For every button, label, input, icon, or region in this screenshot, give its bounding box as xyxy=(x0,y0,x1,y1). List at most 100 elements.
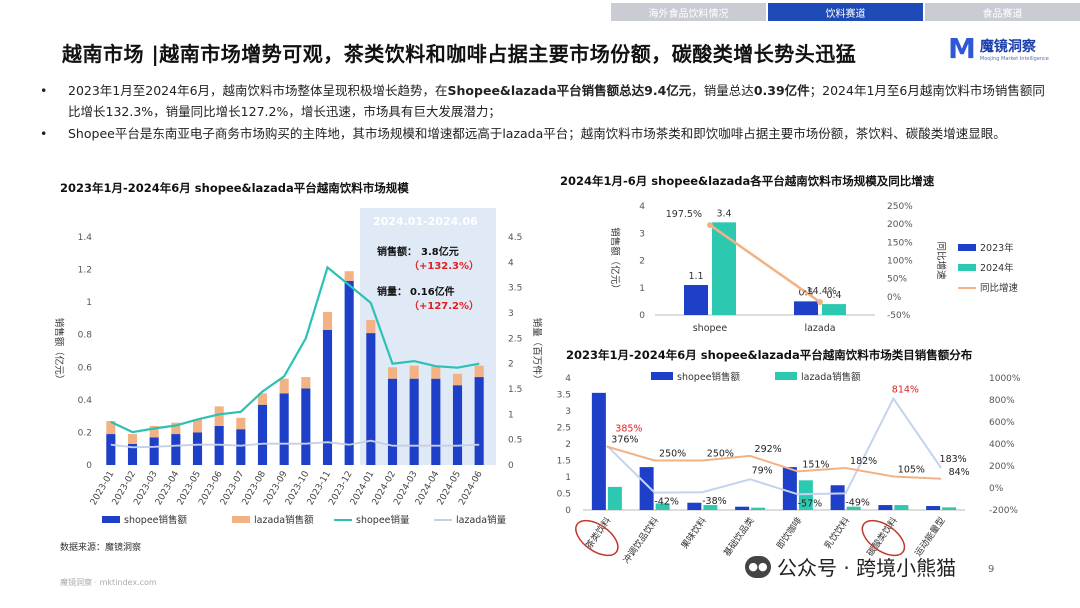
bar-2024 xyxy=(822,304,846,315)
y-tick-label: 4 xyxy=(639,202,645,212)
growth-label: 197.5% xyxy=(666,209,702,220)
bar-shopee-sales xyxy=(279,393,289,465)
bar-lazada-sales xyxy=(452,373,463,386)
wechat-icon: ●● xyxy=(745,555,771,578)
legend-label: lazada销量 xyxy=(456,514,507,526)
bar-value-label: 0.4 xyxy=(826,290,841,301)
bar-value-label: 1.1 xyxy=(688,271,703,282)
lazada-growth-label: -38% xyxy=(702,496,727,507)
shopee-growth-label: 376% xyxy=(611,435,638,446)
bar-shopee-sales xyxy=(301,388,311,465)
y2-tick-label: 50% xyxy=(887,275,907,285)
shopee-growth-label: 292% xyxy=(755,444,782,455)
y2-tick-label: 200% xyxy=(887,220,913,230)
line-shopee-growth xyxy=(606,445,942,480)
bullet-1-text-c: ，销量总达 xyxy=(691,83,754,98)
legend-swatch xyxy=(775,372,797,380)
legend-label: 2023年 xyxy=(980,242,1014,254)
legend-swatch xyxy=(958,264,976,271)
growth-label: -14.4% xyxy=(803,286,837,297)
y-tick-label: 1 xyxy=(639,284,645,294)
bar-shopee-sales xyxy=(782,467,797,510)
brand-logo: M 魔镜洞察 Moojing Market Intelligence xyxy=(948,32,1049,65)
y2-tick-label: 1 xyxy=(508,410,514,420)
y2-tick-label: -50% xyxy=(887,311,911,321)
bar-shopee-sales xyxy=(409,378,419,465)
bar-shopee-sales xyxy=(387,378,398,465)
y2-tick-label: 800% xyxy=(989,396,1015,406)
y-tick-label: 0.4 xyxy=(78,396,93,406)
bar-lazada-sales xyxy=(846,506,861,510)
annotation-sales-growth: （+132.3%） xyxy=(409,259,479,272)
legend-label: 2024年 xyxy=(980,262,1014,274)
bar-lazada-sales xyxy=(127,434,138,444)
lazada-growth-label: -49% xyxy=(845,497,870,508)
bullet-1-text-e: ；2024年1月至6月越南饮料市场销售额同比增长132.3%，销量同比增长127… xyxy=(68,83,1045,119)
x-tick-label: lazada xyxy=(804,323,835,334)
bar-shopee-sales xyxy=(366,333,376,465)
y2-tick-label: 3 xyxy=(508,309,514,319)
legend-label: shopee销售额 xyxy=(124,514,188,526)
logo-m-icon: M xyxy=(948,32,976,65)
y2-tick-label: 0 xyxy=(508,461,514,471)
y-axis-label: 销售额（亿元） xyxy=(53,318,65,385)
y-tick-label: 3 xyxy=(565,407,571,417)
y2-tick-label: 3.5 xyxy=(508,284,522,294)
x-tick-label: 冲调饮品饮料 xyxy=(620,515,661,566)
y2-tick-label: 150% xyxy=(887,238,913,248)
chart-category-distribution: 0 0.5 1 1.5 2 2.5 3 3.5 4 -200% 0% 200% 400% 600% 800%… xyxy=(557,371,1021,566)
highlight-circle xyxy=(861,519,906,557)
bullet-1: • 2023年1月至2024年6月，越南饮料市场整体呈现积极增长趋势，在Shop… xyxy=(40,83,1045,119)
logo-subtitle: Moojing Market Intelligence xyxy=(979,55,1049,62)
y2-tick-label: 250% xyxy=(887,202,913,212)
chart1-title: 2023年1月-2024年6月 shopee&lazada平台越南饮料市场规模 xyxy=(60,181,409,195)
line-shopee-volume xyxy=(110,265,480,434)
growth-point xyxy=(707,222,713,229)
bar-shopee-sales xyxy=(830,485,845,510)
bar-lazada-sales xyxy=(942,507,957,510)
shopee-growth-label: 84% xyxy=(949,467,970,478)
bar-lazada-sales xyxy=(431,365,441,379)
bar-2023 xyxy=(684,285,708,315)
y2-tick-label: 0% xyxy=(989,484,1004,494)
bar-lazada-sales xyxy=(387,367,398,379)
watermark: ●● 公众号 · 跨境小熊猫 xyxy=(745,552,956,581)
y2-tick-label: 600% xyxy=(989,418,1015,428)
bar-lazada-sales xyxy=(607,486,622,510)
y-tick-label: 0.6 xyxy=(78,363,93,373)
y2-tick-label: 2.5 xyxy=(508,334,522,344)
bar-shopee-sales xyxy=(431,378,441,465)
bar-lazada-sales xyxy=(106,421,116,435)
bar-lazada-sales xyxy=(751,507,766,510)
bar-lazada-sales xyxy=(655,503,670,510)
y-tick-label: 0.8 xyxy=(78,331,93,341)
y-tick-label: 1 xyxy=(565,473,571,483)
bar-shopee-sales xyxy=(474,377,484,465)
bar-lazada-sales xyxy=(798,480,813,510)
y-tick-label: 2 xyxy=(639,257,645,267)
tab-overseas-food-beverage[interactable]: 海外食品饮料情况 xyxy=(611,3,766,21)
bar-shopee-sales xyxy=(257,404,268,465)
bar-shopee-sales xyxy=(639,467,654,510)
site-footer: 魔镜洞察 · mktindex.com xyxy=(60,578,157,587)
y-tick-label: 0.5 xyxy=(557,490,571,500)
bar-shopee-sales xyxy=(926,506,941,510)
bar-lazada-sales xyxy=(301,377,311,389)
highlight-circle xyxy=(575,519,619,557)
bar-shopee-sales xyxy=(452,385,463,465)
bar-shopee-sales xyxy=(171,434,181,465)
bar-lazada-sales xyxy=(474,365,484,378)
tab-beverage-track[interactable]: 饮料赛道 xyxy=(768,3,923,21)
line-lazada-growth xyxy=(606,396,942,496)
bar-shopee-sales xyxy=(735,506,750,510)
shopee-growth-label: 182% xyxy=(850,456,877,467)
chart3-title: 2023年1月-2024年6月 shopee&lazada平台越南饮料市场类目销… xyxy=(566,348,973,362)
tab-food-track[interactable]: 食品赛道 xyxy=(925,3,1080,21)
line-lazada-volume xyxy=(110,439,480,449)
bar-lazada-sales xyxy=(409,365,419,379)
section-tabs: 海外食品饮料情况 饮料赛道 食品赛道 xyxy=(611,3,1080,21)
lazada-growth-label: -57% xyxy=(798,498,823,509)
annotation-volume-label: 销量： xyxy=(377,285,407,298)
bar-lazada-sales xyxy=(149,425,159,438)
bar-lazada-sales xyxy=(894,505,909,510)
